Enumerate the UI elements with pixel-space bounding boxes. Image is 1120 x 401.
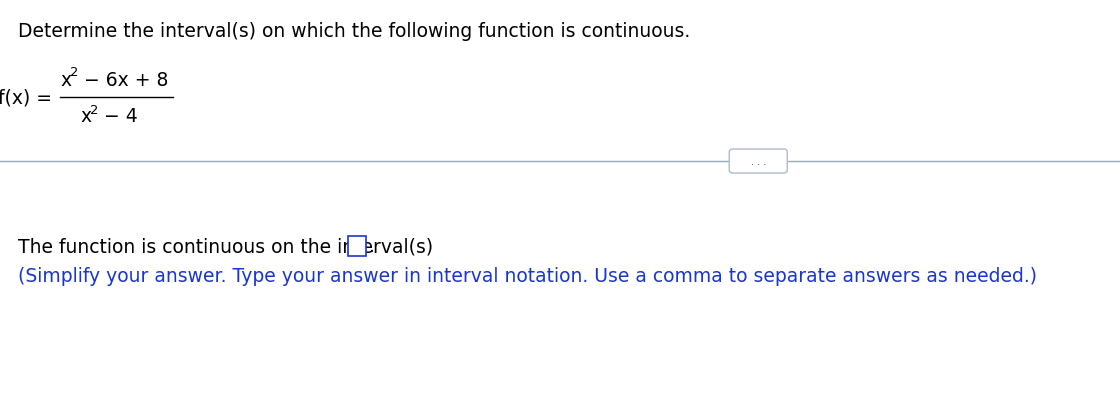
Text: (Simplify your answer. Type your answer in interval notation. Use a comma to sep: (Simplify your answer. Type your answer …	[18, 266, 1037, 285]
Text: The function is continuous on the interval(s): The function is continuous on the interv…	[18, 237, 439, 256]
Text: Determine the interval(s) on which the following function is continuous.: Determine the interval(s) on which the f…	[18, 22, 690, 41]
FancyBboxPatch shape	[729, 150, 787, 174]
FancyBboxPatch shape	[348, 237, 366, 256]
Text: . . .: . . .	[750, 157, 766, 166]
Text: x: x	[60, 70, 72, 89]
Text: .: .	[368, 237, 375, 256]
Text: 2: 2	[69, 66, 78, 79]
Text: x: x	[80, 107, 91, 126]
Text: 2: 2	[90, 103, 99, 116]
Text: − 6x + 8: − 6x + 8	[78, 70, 168, 89]
Text: f(x) =: f(x) =	[0, 88, 58, 107]
Text: − 4: − 4	[99, 107, 138, 126]
